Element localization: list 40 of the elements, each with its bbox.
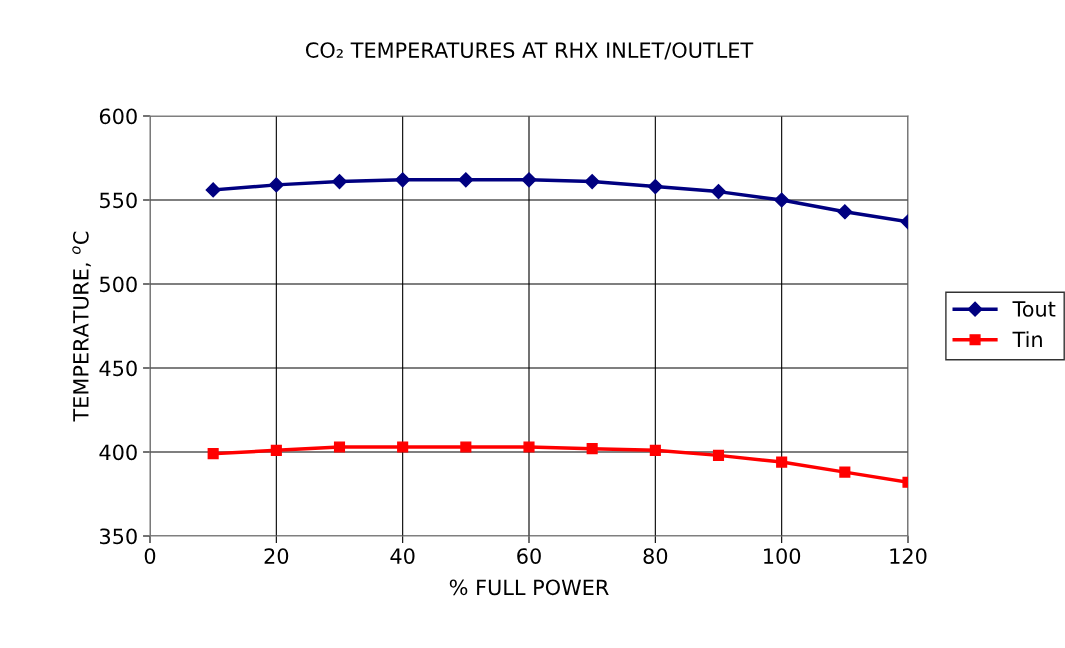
x-tick-label: 60: [517, 548, 541, 564]
point: [397, 441, 409, 453]
point: [521, 172, 537, 188]
point: [584, 173, 600, 190]
x-tick-label: 40: [390, 548, 415, 564]
y-tick-label: 450: [99, 360, 137, 377]
point: [395, 172, 411, 188]
legend-label: Tin: [1012, 331, 1042, 348]
point: [710, 184, 727, 200]
legend-label: Tout: [1012, 301, 1056, 317]
point: [331, 173, 348, 190]
point: [458, 172, 474, 188]
y-tick-label: 600: [99, 108, 137, 125]
point: [205, 182, 221, 198]
point: [586, 443, 598, 455]
point: [270, 444, 282, 456]
x-tick-label: 0: [144, 548, 156, 564]
point: [460, 441, 472, 453]
x-tick-label: 20: [264, 548, 289, 564]
y-tick-label: 500: [100, 276, 137, 293]
point: [774, 192, 790, 208]
point: [712, 449, 725, 461]
point: [268, 177, 284, 193]
point: [649, 444, 661, 456]
point: [333, 441, 346, 453]
point: [837, 204, 853, 220]
x-axis-title: % FULL POWER: [449, 579, 609, 596]
point: [776, 456, 788, 468]
chart-title: CO₂ TEMPERATURES AT RHX INLET/OUTLET: [305, 42, 754, 60]
point: [647, 178, 663, 195]
x-tick-label: 100: [764, 548, 801, 564]
point: [523, 441, 535, 453]
y-axis-title: TEMPERATURE, $^{o}$C: [72, 231, 91, 422]
point: [839, 466, 851, 478]
y-tick-label: 550: [100, 192, 137, 209]
x-tick-label: 80: [643, 548, 668, 564]
y-tick-label: 400: [99, 444, 137, 461]
point: [207, 448, 219, 460]
x-tick-label: 120: [890, 548, 927, 564]
y-tick-label: 350: [100, 528, 137, 545]
